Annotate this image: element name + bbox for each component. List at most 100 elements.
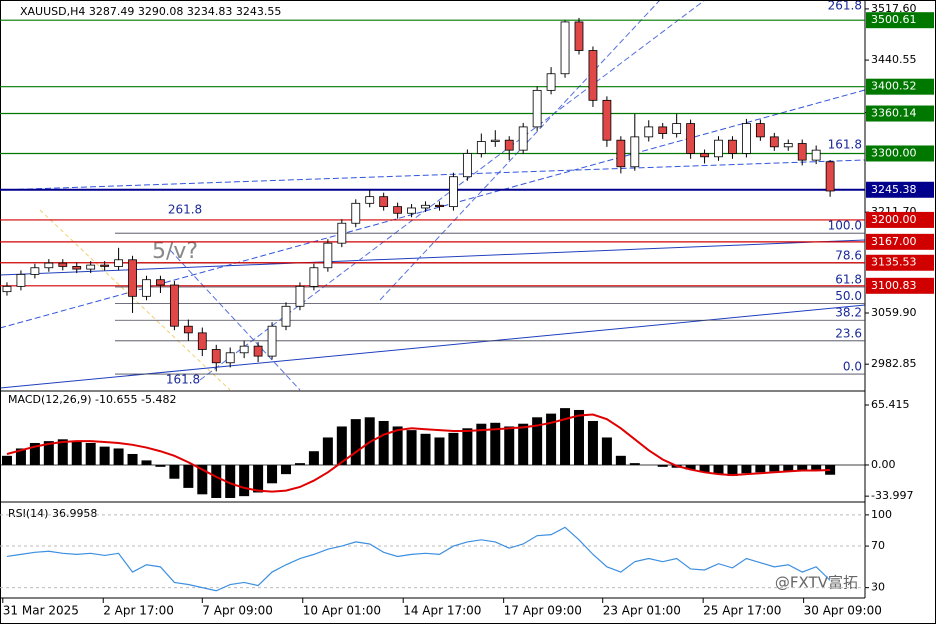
macd-bar [308, 451, 319, 465]
macd-bar [350, 419, 361, 465]
macd-bar [211, 464, 222, 498]
macd-bar [601, 437, 612, 465]
candle-body [518, 126, 528, 151]
macd-bar [699, 464, 710, 473]
macd-bar [85, 442, 96, 465]
macd-bar [113, 448, 124, 465]
macd-bar [657, 464, 668, 467]
y-tick-label: 3059.90 [871, 306, 917, 319]
macd-bar [685, 464, 696, 470]
macd-bar [434, 437, 445, 465]
macd-bar [629, 463, 640, 465]
level-label: 3200.00 [871, 213, 917, 226]
trend-line [0, 159, 866, 191]
candle-body [602, 99, 612, 141]
candle-body [44, 262, 54, 269]
candle-body [490, 139, 500, 142]
macd-bar [615, 455, 626, 465]
macd-bar [797, 464, 808, 472]
candle-body [797, 143, 807, 161]
macd-bar [99, 446, 110, 465]
candle-body [169, 284, 179, 327]
candle-body [560, 21, 570, 75]
y-tick-label: 3440.55 [871, 53, 917, 66]
candle-body [588, 50, 598, 101]
fib-label: 78.6 [835, 249, 862, 263]
macd-bar [741, 464, 752, 474]
y-tick-label: 30 [871, 581, 885, 594]
level-label: 3135.53 [871, 256, 917, 269]
watermark: @FXTV富拓 [775, 574, 858, 592]
x-tick-label: 7 Apr 09:00 [202, 604, 273, 618]
candle-body [407, 207, 416, 214]
candle-body [72, 266, 82, 270]
candle-body [462, 153, 472, 178]
candle-body [197, 332, 207, 350]
candle-body [742, 123, 751, 154]
macd-bar [169, 464, 180, 479]
candle-body [546, 73, 556, 91]
macd-bar [29, 442, 40, 465]
level-label-box [866, 181, 934, 198]
macd-bar [253, 464, 264, 493]
level-label: 3100.83 [871, 279, 917, 292]
fib-label: 100.0 [828, 219, 862, 233]
signal-line [6, 413, 831, 493]
y-tick-label: 0.00 [871, 458, 896, 471]
candle-body [700, 153, 709, 158]
fib-label: 38.2 [835, 306, 862, 320]
fib-label: 61.8 [835, 273, 862, 287]
macd-bar [225, 464, 236, 498]
rsi-line [6, 526, 831, 592]
macd-bar [713, 464, 724, 475]
y-tick-label: 65.415 [871, 398, 910, 411]
channel-line [379, 0, 661, 301]
macd-bar [267, 464, 278, 484]
candle-body [574, 21, 584, 51]
candle-body [225, 352, 235, 364]
macd-bar [462, 428, 473, 465]
y-tick-label: 70 [871, 539, 885, 552]
macd-bar [281, 464, 292, 475]
level-label: 3400.52 [871, 80, 917, 93]
macd-bar [532, 417, 543, 465]
candle-body [476, 141, 486, 154]
macd-bar [504, 426, 515, 465]
candle-body [755, 123, 765, 138]
level-label: 3360.14 [871, 107, 917, 120]
macd-bar [294, 463, 305, 465]
macd-bar [15, 448, 26, 465]
y-tick-label: 3517.60 [871, 2, 917, 15]
macd-bar [420, 433, 431, 465]
candle-body [30, 267, 40, 275]
candle-body [379, 196, 389, 208]
x-tick-label: 25 Apr 17:00 [703, 604, 781, 618]
candle-body [714, 139, 723, 158]
candle-body [58, 262, 68, 267]
candle-body [337, 222, 347, 244]
candle-body [86, 264, 96, 270]
macd-bar [239, 464, 250, 497]
candle-body [630, 136, 640, 168]
candle-body [769, 136, 779, 148]
macd-bar [141, 460, 152, 465]
candle-body [267, 325, 277, 357]
macd-bar [587, 420, 598, 465]
candle-body [351, 202, 361, 224]
candle-body [183, 325, 193, 334]
macd-bar [546, 413, 557, 465]
macd-title: MACD(12,26,9) -10.655 -5.482 [8, 393, 176, 406]
macd-bar [378, 420, 389, 465]
x-tick-label: 10 Apr 01:00 [303, 604, 381, 618]
candle-body [449, 176, 458, 208]
level-label-box [866, 78, 934, 95]
macd-bar [560, 408, 571, 465]
macd-bar [490, 422, 501, 465]
candle-body [295, 285, 305, 307]
fib-annotation: 261.8 [828, 0, 862, 13]
macd-bar [197, 464, 208, 495]
macd-bar [1, 455, 12, 465]
fib-label: 0.0 [843, 360, 862, 374]
macd-bar [406, 430, 417, 465]
